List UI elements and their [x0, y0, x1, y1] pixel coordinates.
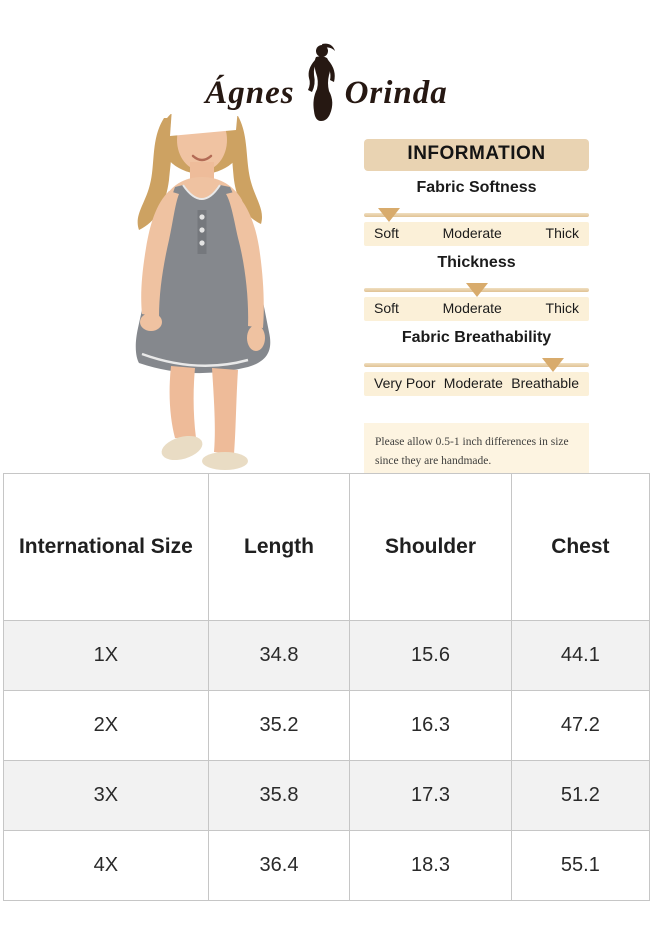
gauge-fabric-breathability: Fabric Breathability Very Poor Moderate … — [364, 329, 589, 396]
gauge-arrow-icon — [377, 208, 400, 222]
brand-name-right: Orinda — [344, 75, 448, 111]
gauge-track — [364, 358, 589, 372]
gauge-track — [364, 283, 589, 297]
gauge-track — [364, 208, 589, 222]
product-photo — [52, 114, 322, 472]
scale-option: Thick — [545, 300, 579, 316]
cell-size: 2X — [3, 690, 209, 761]
size-table: International Size Length Shoulder Chest… — [3, 473, 651, 901]
scale-option: Breathable — [511, 375, 579, 391]
gauge-label: Fabric Softness — [416, 179, 537, 196]
scale-option: Soft — [374, 300, 399, 316]
scale-option: Moderate — [442, 225, 502, 241]
information-header: INFORMATION — [364, 139, 589, 171]
size-table-header-row: International Size Length Shoulder Chest — [3, 473, 651, 621]
brand-name-left: Ágnes — [205, 75, 295, 111]
woman-silhouette-icon — [307, 43, 335, 122]
table-row-4x: 4X 36.4 18.3 55.1 — [3, 830, 651, 901]
model-illustration — [135, 114, 271, 470]
gauge-scale: Soft Moderate Thick — [364, 297, 589, 321]
gauge-thickness: Thickness Soft Moderate Thick — [364, 254, 589, 321]
cell-length: 35.8 — [207, 760, 351, 831]
cell-length: 36.4 — [207, 830, 351, 901]
note-line: Please allow 0.5-1 inch differences in s… — [375, 436, 569, 448]
note-line: since they are handmade. — [375, 454, 492, 467]
cell-shoulder: 17.3 — [349, 760, 512, 831]
column-header-chest: Chest — [510, 473, 651, 621]
gauge-fabric-softness: Fabric Softness Soft Moderate Thick — [364, 179, 589, 246]
cell-chest: 55.1 — [510, 830, 651, 901]
cell-length: 35.2 — [207, 690, 351, 761]
cell-shoulder: 15.6 — [349, 620, 512, 691]
gauge-label: Fabric Breathability — [401, 329, 552, 346]
scale-option: Thick — [545, 225, 579, 241]
brand-logo: Ágnes Orinda — [0, 40, 653, 122]
scale-option: Moderate — [442, 300, 502, 316]
gauge-arrow-icon — [465, 283, 488, 297]
cell-size: 4X — [3, 830, 209, 901]
column-header-length: Length — [207, 473, 351, 621]
gauge-arrow-icon — [542, 358, 564, 372]
cell-chest: 51.2 — [510, 760, 651, 831]
table-row-2x: 2X 35.2 16.3 47.2 — [3, 690, 651, 761]
scale-option: Soft — [374, 225, 399, 241]
cell-chest: 44.1 — [510, 620, 651, 691]
table-row-1x: 1X 34.8 15.6 44.1 — [3, 620, 651, 691]
scale-option: Very Poor — [374, 375, 436, 391]
scale-option: Moderate — [443, 375, 503, 391]
cell-shoulder: 18.3 — [349, 830, 512, 901]
cell-length: 34.8 — [207, 620, 351, 691]
cell-chest: 47.2 — [510, 690, 651, 761]
cell-shoulder: 16.3 — [349, 690, 512, 761]
cell-size: 3X — [3, 760, 209, 831]
column-header-shoulder: Shoulder — [349, 473, 512, 621]
gauge-scale: Soft Moderate Thick — [364, 222, 589, 246]
gauge-label: Thickness — [437, 254, 516, 271]
gauge-scale: Very Poor Moderate Breathable — [364, 372, 589, 396]
column-header-international-size: International Size — [3, 473, 209, 621]
cell-size: 1X — [3, 620, 209, 691]
information-panel: INFORMATION Fabric Softness Soft Moderat… — [364, 139, 589, 521]
table-row-3x: 3X 35.8 17.3 51.2 — [3, 760, 651, 831]
